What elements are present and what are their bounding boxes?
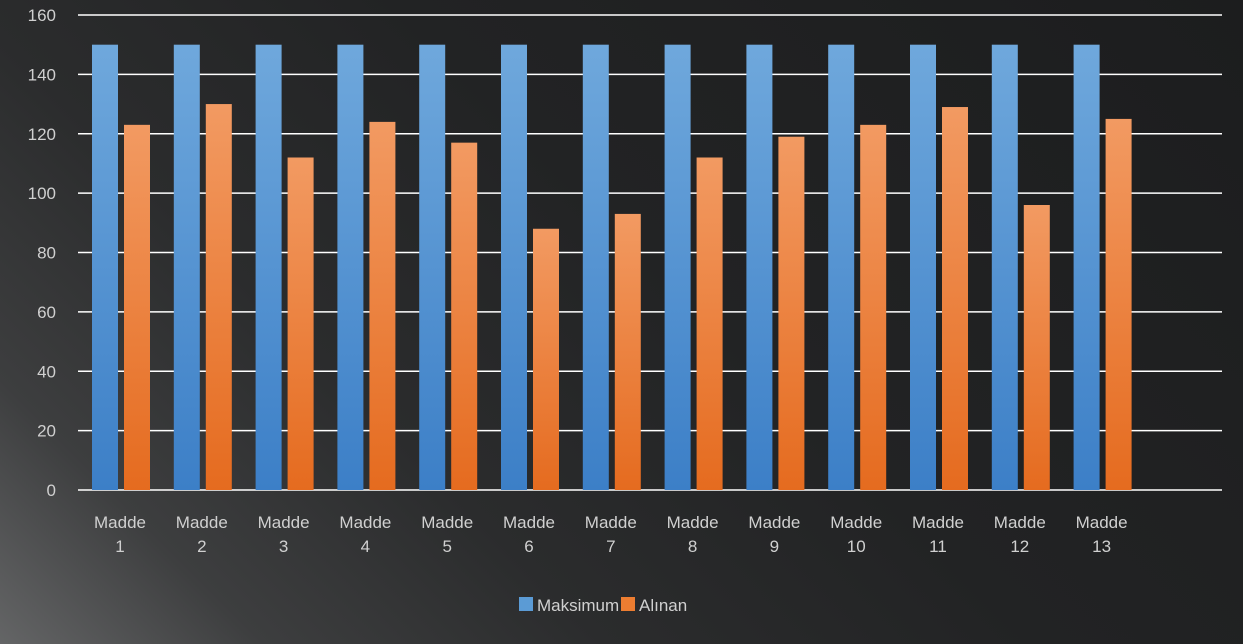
x-category-label-line: Madde — [748, 513, 800, 532]
x-category-label: Madde 2 — [176, 513, 228, 556]
bar-maksimum-4 — [337, 44, 364, 490]
x-category-label: Madde 1 — [94, 513, 146, 556]
x-category-label: Madde 6 — [503, 513, 555, 556]
bar-alınan-4 — [369, 121, 396, 490]
y-tick-label: 160 — [28, 6, 56, 25]
y-tick-label: 80 — [37, 244, 56, 263]
x-category-label-line: 1 — [115, 537, 124, 556]
bar-alınan-8 — [696, 157, 723, 490]
bar-maksimum-9 — [746, 44, 773, 490]
x-category-label-line: Madde — [503, 513, 555, 532]
bar-alınan-12 — [1023, 205, 1050, 490]
x-category-label-line: Madde — [1076, 513, 1128, 532]
x-category-label: Madde 8 — [667, 513, 719, 556]
bar-maksimum-2 — [173, 44, 200, 490]
x-category-label-line: Madde — [912, 513, 964, 532]
bar-maksimum-8 — [664, 44, 691, 490]
x-category-label-line: Madde — [339, 513, 391, 532]
bar-alınan-7 — [614, 213, 641, 490]
x-category-label-line: 6 — [524, 537, 533, 556]
bar-alınan-3 — [287, 157, 314, 490]
bar-alınan-13 — [1105, 118, 1132, 490]
x-category-label-line: 3 — [279, 537, 288, 556]
bar-maksimum-1 — [92, 44, 118, 490]
x-category-label-line: 7 — [606, 537, 615, 556]
legend-label: Alınan — [639, 596, 687, 615]
bars — [92, 44, 1132, 490]
y-tick-label: 0 — [47, 481, 56, 500]
x-category-label-line: 12 — [1010, 537, 1029, 556]
x-category-label-line: Madde — [258, 513, 310, 532]
legend: Maksimum Alınan — [519, 596, 687, 615]
x-category-label-line: 10 — [847, 537, 866, 556]
x-category-label-line: 2 — [197, 537, 206, 556]
bar-maksimum-13 — [1073, 44, 1100, 490]
legend-swatch-maksimum — [519, 597, 533, 611]
x-category-label: Madde 3 — [258, 513, 310, 556]
x-category-label: Madde 5 — [421, 513, 473, 556]
legend-swatch-alınan — [621, 597, 635, 611]
y-tick-label: 140 — [28, 65, 56, 84]
x-category-label-line: 8 — [688, 537, 697, 556]
bar-alınan-5 — [451, 142, 478, 490]
y-tick-label: 100 — [28, 184, 56, 203]
x-category-label-line: 11 — [929, 537, 947, 556]
y-tick-label: 60 — [37, 303, 56, 322]
bar-alınan-11 — [942, 107, 968, 490]
bar-alınan-1 — [124, 124, 150, 490]
bar-alınan-6 — [533, 228, 559, 490]
bar-alınan-9 — [778, 136, 805, 490]
x-category-label-line: 5 — [442, 537, 451, 556]
y-axis-tick-labels: 0 20 40 60 80 100 120 140 160 — [28, 6, 56, 500]
x-category-label-line: 4 — [361, 537, 370, 556]
x-category-label-line: Madde — [667, 513, 719, 532]
x-category-label: Madde 11 — [912, 513, 964, 556]
y-tick-label: 120 — [28, 125, 56, 144]
bar-alınan-2 — [205, 104, 232, 490]
y-tick-label: 40 — [37, 362, 56, 381]
x-category-label-line: Madde — [830, 513, 882, 532]
x-category-label-line: Madde — [421, 513, 473, 532]
bar-alınan-10 — [860, 124, 887, 490]
x-category-label: Madde 9 — [748, 513, 800, 556]
gridlines — [78, 14, 1222, 491]
legend-label: Maksimum — [537, 596, 619, 615]
bar-maksimum-3 — [255, 44, 282, 490]
bar-maksimum-10 — [828, 44, 855, 490]
x-category-label: Madde 4 — [339, 513, 391, 556]
x-category-label-line: Madde — [994, 513, 1046, 532]
y-tick-label: 20 — [37, 422, 56, 441]
x-category-label: Madde 12 — [994, 513, 1046, 556]
x-category-label-line: Madde — [176, 513, 228, 532]
x-category-label-line: Madde — [585, 513, 637, 532]
x-category-label: Madde 10 — [830, 513, 882, 556]
bar-maksimum-12 — [991, 44, 1018, 490]
x-category-label-line: 13 — [1092, 537, 1111, 556]
x-category-label: Madde 13 — [1076, 513, 1128, 556]
bar-maksimum-6 — [501, 44, 527, 490]
x-category-label-line: 9 — [770, 537, 779, 556]
bar-maksimum-5 — [419, 44, 446, 490]
x-category-label-line: Madde — [94, 513, 146, 532]
x-category-label: Madde 7 — [585, 513, 637, 556]
bar-maksimum-11 — [910, 44, 936, 490]
bar-maksimum-7 — [582, 44, 609, 490]
